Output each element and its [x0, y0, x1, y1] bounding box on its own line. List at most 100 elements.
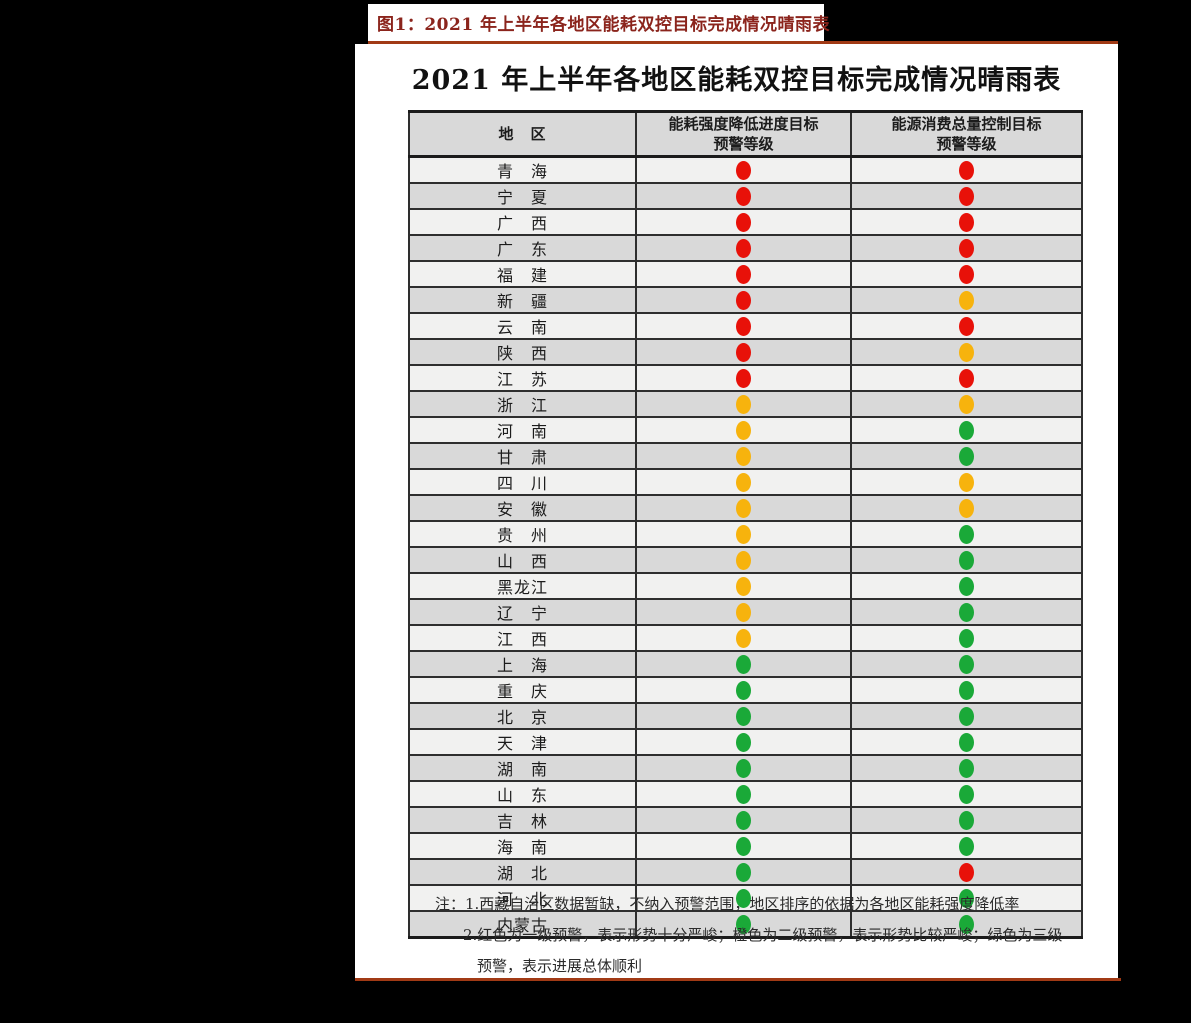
intensity-status-dot — [736, 551, 751, 570]
table-row: 天 津 — [408, 729, 1083, 756]
total-status-dot — [959, 499, 974, 518]
intensity-cell — [635, 391, 852, 418]
region-cell: 黑龙江 — [408, 573, 637, 600]
column-header-region-label: 地 区 — [498, 125, 547, 143]
total-cell — [850, 755, 1083, 782]
total-status-dot — [959, 707, 974, 726]
intensity-cell — [635, 156, 852, 184]
region-name: 浙 江 — [496, 396, 548, 415]
intensity-cell — [635, 807, 852, 834]
region-name: 广 西 — [496, 214, 548, 233]
column-header-total-line2: 预警等级 — [936, 135, 997, 153]
total-cell — [850, 261, 1083, 288]
region-name: 福 建 — [496, 266, 548, 285]
bottom-rule — [355, 978, 1121, 981]
intensity-status-dot — [736, 811, 751, 830]
total-cell — [850, 677, 1083, 704]
region-name: 天 津 — [496, 734, 548, 753]
intensity-cell — [635, 677, 852, 704]
region-cell: 福 建 — [408, 261, 637, 288]
total-status-dot — [959, 785, 974, 804]
total-status-dot — [959, 629, 974, 648]
intensity-cell — [635, 625, 852, 652]
intensity-status-dot — [736, 759, 751, 778]
total-cell — [850, 885, 1083, 912]
table-row: 辽 宁 — [408, 599, 1083, 626]
region-name: 湖 南 — [496, 760, 548, 779]
intensity-cell — [635, 859, 852, 886]
total-cell — [850, 521, 1083, 548]
region-cell: 广 西 — [408, 209, 637, 236]
total-cell — [850, 156, 1083, 184]
region-cell: 新 疆 — [408, 287, 637, 314]
intensity-cell — [635, 885, 852, 912]
table-row: 云 南 — [408, 313, 1083, 340]
region-name: 吉 林 — [496, 812, 548, 831]
total-status-dot — [959, 551, 974, 570]
total-status-dot — [959, 681, 974, 700]
intensity-status-dot — [736, 317, 751, 336]
intensity-status-dot — [736, 681, 751, 700]
region-cell: 浙 江 — [408, 391, 637, 418]
intensity-status-dot — [736, 421, 751, 440]
intensity-status-dot — [736, 629, 751, 648]
column-header-intensity-line1: 能耗强度降低进度目标 — [668, 115, 819, 133]
total-cell — [850, 209, 1083, 236]
region-cell: 湖 南 — [408, 755, 637, 782]
intensity-status-dot — [736, 265, 751, 284]
region-name: 贵 州 — [496, 526, 548, 545]
region-name: 江 苏 — [496, 370, 548, 389]
region-cell: 辽 宁 — [408, 599, 637, 626]
intensity-cell — [635, 417, 852, 444]
total-cell — [850, 339, 1083, 366]
table-row: 新 疆 — [408, 287, 1083, 314]
region-name: 内蒙古 — [496, 916, 548, 935]
column-header-region: 地 区 — [408, 110, 637, 158]
intensity-cell — [635, 235, 852, 262]
intensity-status-dot — [736, 785, 751, 804]
region-cell: 宁 夏 — [408, 183, 637, 210]
footnote-line-2: 2.红色为一级预警，表示形势十分严峻；橙色为二级预警，表示形势比较严峻；绿色为三… — [463, 926, 1063, 944]
region-name: 山 东 — [496, 786, 548, 805]
table-row: 江 西 — [408, 625, 1083, 652]
region-name: 海 南 — [496, 838, 548, 857]
total-cell — [850, 729, 1083, 756]
table-row: 江 苏 — [408, 365, 1083, 392]
total-cell — [850, 313, 1083, 340]
region-name: 宁 夏 — [496, 188, 548, 207]
table-row: 山 西 — [408, 547, 1083, 574]
intensity-status-dot — [736, 473, 751, 492]
total-cell — [850, 469, 1083, 496]
intensity-status-dot — [736, 577, 751, 596]
region-cell: 北 京 — [408, 703, 637, 730]
total-status-dot — [959, 525, 974, 544]
table-row: 广 西 — [408, 209, 1083, 236]
total-cell — [850, 183, 1083, 210]
region-name: 黑龙江 — [496, 578, 548, 597]
intensity-status-dot — [736, 889, 751, 908]
intensity-status-dot — [736, 499, 751, 518]
region-name: 河 北 — [496, 890, 548, 909]
column-header-total: 能源消费总量控制目标 预警等级 — [850, 110, 1083, 158]
total-cell — [850, 235, 1083, 262]
total-status-dot — [959, 915, 974, 934]
total-cell — [850, 859, 1083, 886]
region-name: 江 西 — [496, 630, 548, 649]
intensity-status-dot — [736, 733, 751, 752]
total-cell — [850, 911, 1083, 939]
region-name: 辽 宁 — [496, 604, 548, 623]
region-name: 甘 肃 — [496, 448, 548, 467]
region-cell: 河 北 — [408, 885, 637, 912]
intensity-cell — [635, 781, 852, 808]
total-status-dot — [959, 213, 974, 232]
intensity-status-dot — [736, 863, 751, 882]
region-cell: 山 西 — [408, 547, 637, 574]
footnotes: 注：1.西藏自治区数据暂缺，不纳入预警范围，地区排序的依据为各地区能耗强度降低率… — [355, 889, 1118, 982]
table-row: 山 东 — [408, 781, 1083, 808]
intensity-cell — [635, 313, 852, 340]
intensity-status-dot — [736, 525, 751, 544]
figure-panel: 2021 年上半年各地区能耗双控目标完成情况晴雨表 地 区 能耗强度降低进度目标… — [355, 44, 1118, 978]
table-row: 河 北 — [408, 885, 1083, 912]
region-cell: 安 徽 — [408, 495, 637, 522]
total-status-dot — [959, 421, 974, 440]
